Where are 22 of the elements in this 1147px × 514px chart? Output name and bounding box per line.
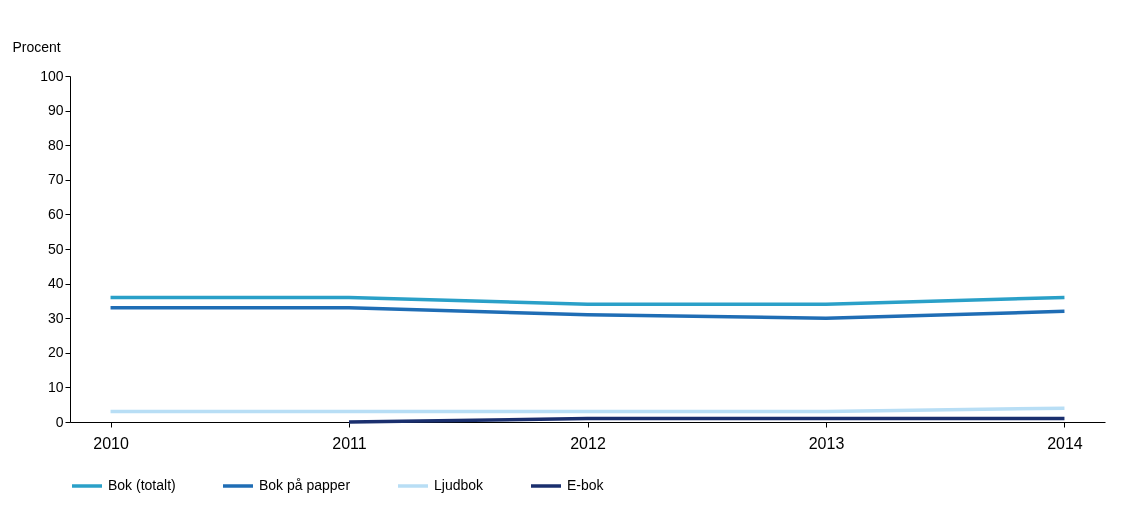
x-tick-label: 2013 <box>808 434 845 452</box>
y-tick-label: 30 <box>47 309 64 326</box>
y-tick-label: 90 <box>47 102 64 119</box>
y-tick-label: 100 <box>40 67 64 84</box>
x-tick-label: 2014 <box>1047 434 1083 452</box>
x-tick-label: 2010 <box>93 434 129 452</box>
y-tick-label: 70 <box>47 171 64 188</box>
x-tick-label: 2011 <box>332 434 367 452</box>
y-tick-label: 50 <box>47 240 64 257</box>
x-tick-label: 2012 <box>570 434 606 452</box>
legend-label: E-bok <box>567 477 605 493</box>
y-tick-label: 20 <box>47 344 64 361</box>
line-series <box>108 306 1067 320</box>
y-tick-label: 80 <box>47 136 64 153</box>
legend-label: Bok (totalt) <box>108 477 176 493</box>
y-axis-title: Procent <box>12 38 61 55</box>
y-tick-label: 60 <box>47 205 64 222</box>
y-tick-label: 0 <box>55 413 64 430</box>
y-tick-label: 10 <box>47 378 64 395</box>
legend-label: Bok på papper <box>259 477 351 493</box>
legend-label: Ljudbok <box>434 477 485 493</box>
y-tick-label: 40 <box>47 275 64 292</box>
